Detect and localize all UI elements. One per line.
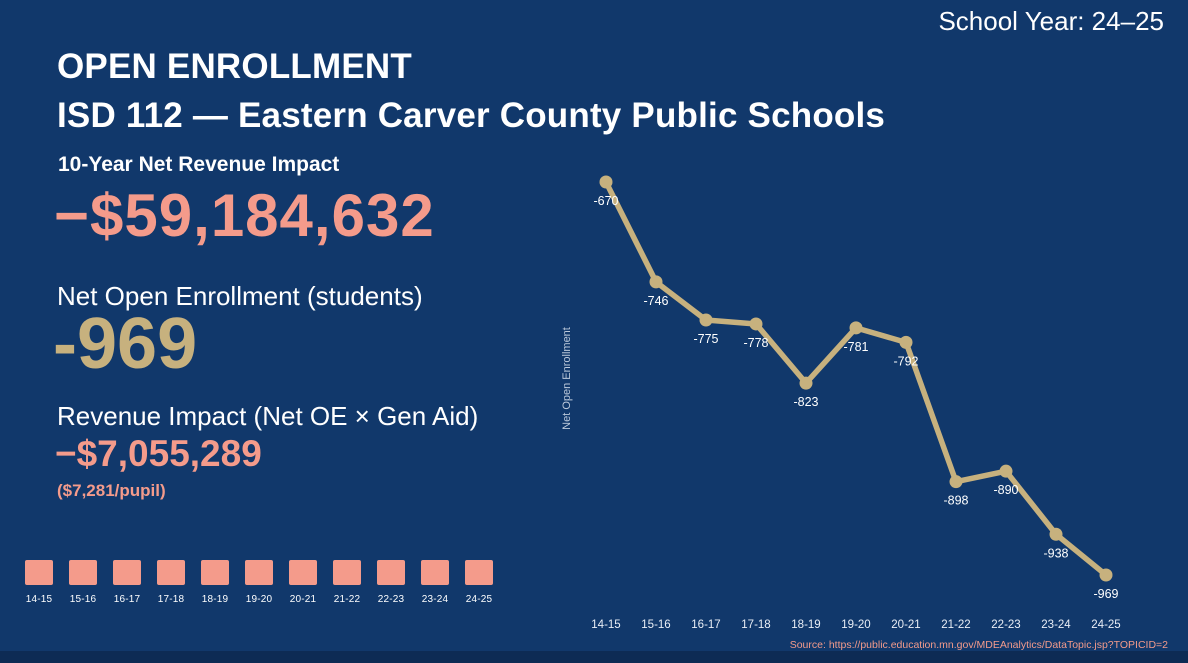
chart-point-label: -890 [993, 483, 1018, 497]
x-tick-label: 20-21 [891, 619, 920, 631]
year-square [465, 560, 493, 585]
chart-point-label: -778 [743, 336, 768, 350]
title-line-district: ISD 112 — Eastern Carver County Public S… [57, 96, 886, 135]
net-open-enrollment-label: Net Open Enrollment (students) [57, 281, 423, 311]
x-tick-label: 17-18 [741, 619, 770, 631]
chart-point-label: -938 [1043, 546, 1068, 560]
chart-point-label: -898 [943, 494, 968, 508]
x-tick-label: 15-16 [641, 619, 670, 631]
year-square-label: 16-17 [113, 594, 141, 605]
chart-point [849, 321, 863, 335]
net-open-enrollment-line-chart: -670 14-15 -746 15-16 -775 16-17 -778 17-18 -823… [556, 150, 1160, 650]
chart-point [999, 464, 1013, 478]
x-tick-label: 22-23 [991, 619, 1020, 631]
year-square [289, 560, 317, 585]
net-open-enrollment-value: -969 [53, 304, 198, 384]
year-square-label: 18-19 [201, 594, 229, 605]
x-tick-label: 23-24 [1041, 619, 1071, 631]
year-square-cell: 22-23 [376, 560, 406, 605]
chart-point-label: -969 [1093, 587, 1118, 601]
revenue-impact-value: −$7,055,289 [55, 433, 262, 474]
chart-canvas: -670 14-15 -746 15-16 -775 16-17 -778 17-18 -823… [561, 175, 1121, 631]
year-square-label: 17-18 [157, 594, 185, 605]
year-square-label: 20-21 [289, 594, 317, 605]
x-tick-label: 16-17 [691, 619, 720, 631]
chart-point-label: -746 [643, 294, 668, 308]
year-square [421, 560, 449, 585]
chart-point-label: -823 [793, 395, 818, 409]
year-squares-strip: 14-15 15-16 16-17 17-18 18-19 19-20 20-21 21-22… [24, 560, 494, 605]
chart-point [799, 376, 813, 390]
year-square-cell: 20-21 [288, 560, 318, 605]
x-tick-label: 18-19 [791, 619, 820, 631]
school-year-label: School Year: 24–25 [938, 6, 1164, 36]
chart-point-label: -670 [593, 194, 618, 208]
ten-year-net-revenue-impact-label: 10-Year Net Revenue Impact [58, 153, 340, 176]
year-square [377, 560, 405, 585]
source-citation: Source: https://public.education.mn.gov/… [789, 639, 1168, 651]
chart-point-label: -781 [843, 340, 868, 354]
chart-point [899, 335, 913, 349]
year-square-label: 19-20 [245, 594, 273, 605]
x-tick-label: 19-20 [841, 619, 870, 631]
chart-point-label: -792 [893, 354, 918, 368]
year-square-label: 15-16 [69, 594, 97, 605]
x-tick-label: 14-15 [591, 619, 620, 631]
year-square [201, 560, 229, 585]
year-square-label: 14-15 [25, 594, 53, 605]
year-square-cell: 18-19 [200, 560, 230, 605]
chart-point [699, 313, 713, 327]
year-square-cell: 14-15 [24, 560, 54, 605]
chart-point-label: -775 [693, 332, 718, 346]
title-line-open-enrollment: OPEN ENROLLMENT [57, 47, 412, 86]
year-square-cell: 23-24 [420, 560, 450, 605]
year-square [69, 560, 97, 585]
chart-point [1099, 568, 1113, 582]
year-square-cell: 15-16 [68, 560, 98, 605]
year-square-label: 21-22 [333, 594, 361, 605]
per-pupil-value: ($7,281/pupil) [57, 481, 166, 500]
year-square [157, 560, 185, 585]
year-square [245, 560, 273, 585]
chart-point [949, 475, 963, 489]
x-tick-label: 21-22 [941, 619, 970, 631]
year-square-label: 22-23 [377, 594, 405, 605]
page-title: OPEN ENROLLMENT ISD 112 — Eastern Carver… [57, 42, 885, 140]
chart-point [749, 317, 763, 331]
year-square-cell: 19-20 [244, 560, 274, 605]
year-square [333, 560, 361, 585]
year-square-label: 24-25 [465, 594, 493, 605]
year-square-cell: 21-22 [332, 560, 362, 605]
ten-year-net-revenue-impact-value: −$59,184,632 [54, 182, 435, 249]
year-square-cell: 24-25 [464, 560, 494, 605]
bottom-strip [0, 651, 1188, 663]
year-square [25, 560, 53, 585]
year-square [113, 560, 141, 585]
chart-point [599, 175, 613, 189]
chart-line [603, 179, 1109, 578]
year-square-cell: 16-17 [112, 560, 142, 605]
y-axis-label: Net Open Enrollment [561, 327, 573, 430]
revenue-impact-label: Revenue Impact (Net OE × Gen Aid) [57, 401, 479, 431]
chart-point [649, 275, 663, 289]
chart-point [1049, 527, 1063, 541]
year-square-label: 23-24 [421, 594, 449, 605]
x-tick-label: 24-25 [1091, 619, 1120, 631]
year-square-cell: 17-18 [156, 560, 186, 605]
